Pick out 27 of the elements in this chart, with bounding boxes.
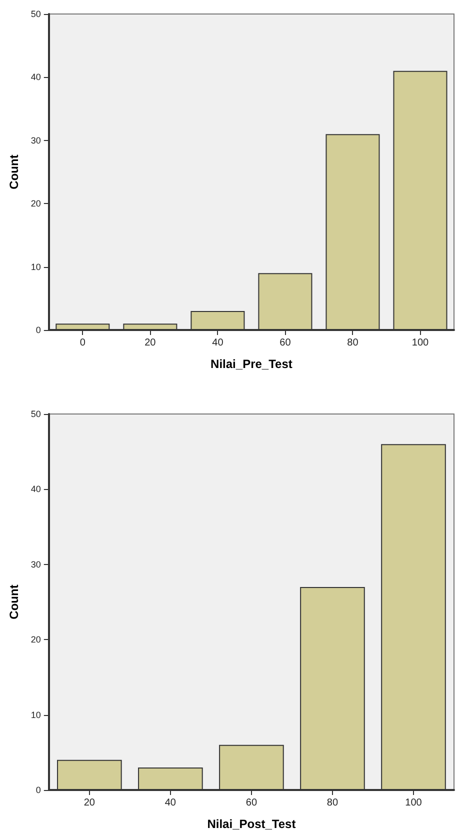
x-tick-label: 60 (246, 798, 258, 808)
y-tick-label: 10 (30, 262, 41, 272)
x-tick-label: 20 (144, 338, 156, 348)
x-axis-title: Nilai_Pre_Test (210, 357, 292, 371)
x-tick-label: 60 (280, 338, 292, 348)
y-tick-label: 50 (30, 9, 41, 19)
x-tick-label: 80 (326, 798, 338, 808)
y-tick-label: 20 (30, 634, 41, 645)
y-tick-label: 40 (30, 72, 41, 82)
x-tick-label: 80 (347, 338, 359, 348)
x-axis-title: Nilai_Post_Test (207, 817, 296, 831)
x-tick-label: 40 (212, 338, 224, 348)
x-tick-label: 100 (412, 338, 430, 348)
x-tick-label: 0 (80, 338, 86, 348)
y-tick-label: 40 (30, 484, 41, 494)
x-tick-label: 40 (164, 798, 176, 808)
y-tick-label: 0 (36, 785, 41, 795)
x-tick-label: 20 (84, 798, 96, 808)
y-tick-label: 30 (30, 135, 41, 146)
y-axis-title: Count (7, 154, 21, 190)
y-tick-label: 10 (30, 710, 41, 720)
y-tick-label: 50 (30, 409, 41, 419)
y-tick-label: 20 (30, 198, 41, 209)
y-tick-label: 30 (30, 559, 41, 570)
y-axis-title: Count (7, 584, 21, 620)
x-tick-label: 100 (405, 798, 422, 808)
y-tick-label: 0 (36, 325, 41, 335)
